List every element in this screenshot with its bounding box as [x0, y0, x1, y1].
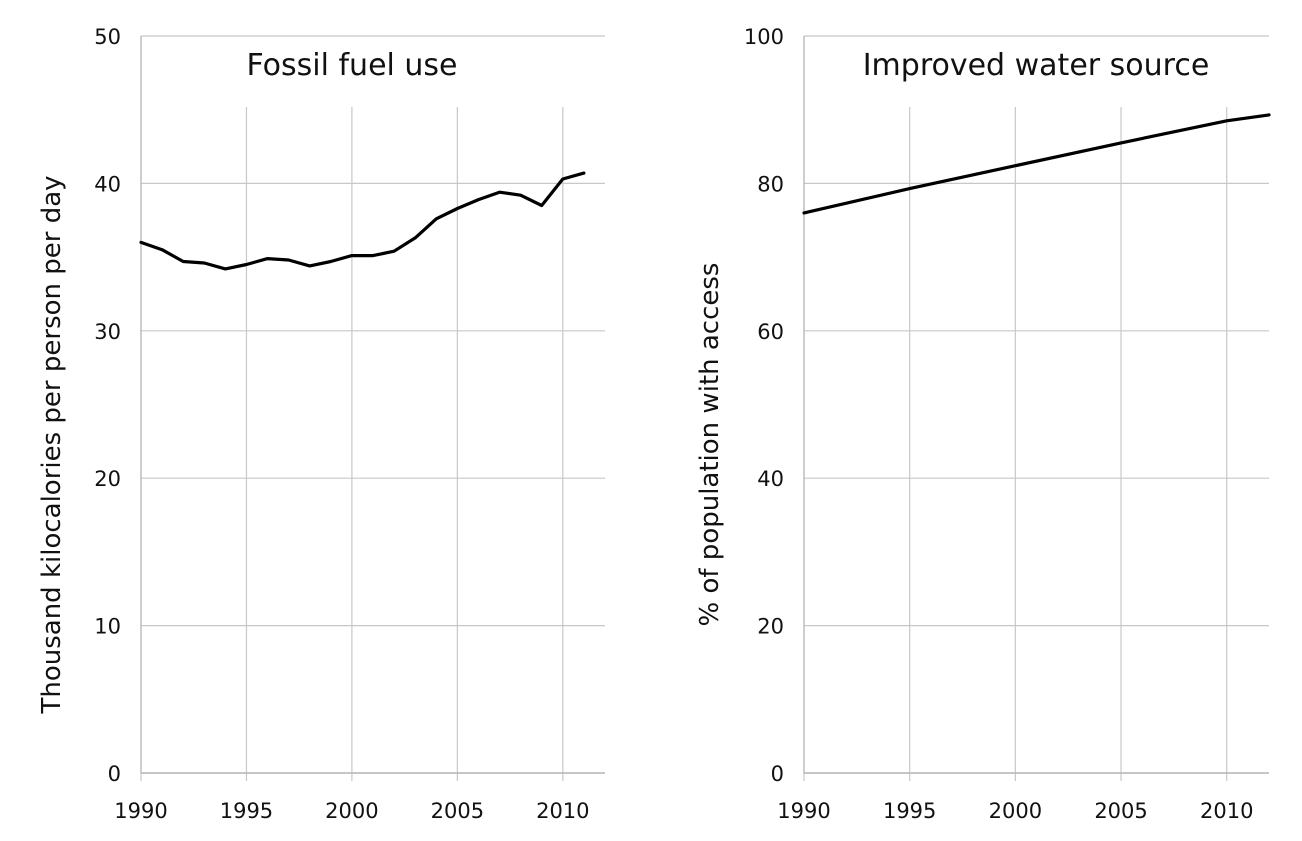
y-tick-label: 20 — [94, 467, 121, 491]
x-tick-label: 1995 — [220, 799, 273, 823]
series-line — [139, 171, 586, 271]
y-tick-label: 30 — [94, 320, 121, 344]
chart-title: Fossil fuel use — [246, 48, 457, 83]
x-tick-label: 2005 — [431, 799, 484, 823]
y-tick-label: 0 — [108, 762, 121, 786]
x-tick-label: 2005 — [1094, 799, 1147, 823]
y-axis-label: Thousand kilocalories per person per day — [37, 175, 67, 714]
y-tick-label: 40 — [757, 467, 784, 491]
water-source-chart: 0 20 40 60 80 100 1990 1995 2000 2005 2010 Improved… — [695, 25, 1271, 823]
series-line — [802, 113, 1271, 215]
y-tick-label: 20 — [757, 615, 784, 639]
y-tick-label: 60 — [757, 320, 784, 344]
x-tick-label: 2010 — [1200, 799, 1253, 823]
y-tick-label: 80 — [757, 172, 784, 196]
x-tick-label: 1990 — [777, 799, 830, 823]
x-tick-label: 2000 — [989, 799, 1042, 823]
x-tick-label: 1990 — [114, 799, 167, 823]
y-tick-label: 50 — [94, 25, 121, 49]
y-tick-label: 10 — [94, 615, 121, 639]
x-tick-label: 1995 — [883, 799, 936, 823]
y-tick-label: 100 — [744, 25, 784, 49]
chart-title: Improved water source — [863, 48, 1210, 83]
y-tick-label: 40 — [94, 172, 121, 196]
y-axis-label: % of population with access — [695, 263, 725, 627]
x-tick-label: 2010 — [536, 799, 589, 823]
x-tick-label: 2000 — [325, 799, 378, 823]
fossil-fuel-chart: 0 10 20 30 40 50 1990 1995 2000 2005 2010 Fossil fu… — [37, 25, 605, 823]
y-tick-label: 0 — [771, 762, 784, 786]
